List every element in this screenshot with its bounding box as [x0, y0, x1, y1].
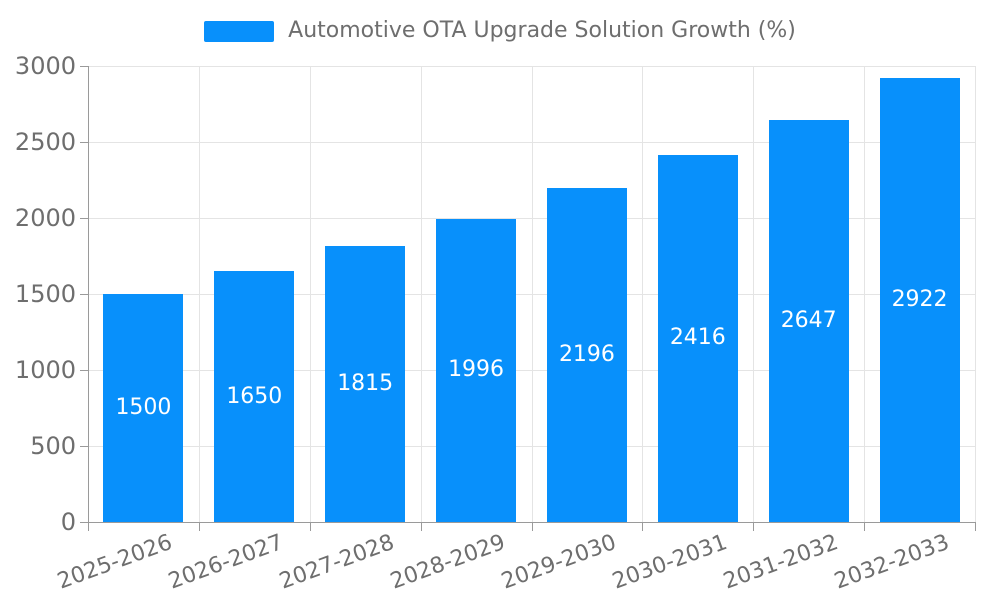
x-tick	[975, 522, 976, 531]
x-gridline	[642, 66, 644, 522]
bar[interactable]	[657, 154, 738, 522]
x-axis-line	[88, 522, 976, 523]
x-tick	[531, 522, 533, 531]
x-tick	[864, 522, 866, 531]
x-gridline	[753, 66, 755, 522]
y-tick	[80, 446, 88, 447]
y-tick-label: 0	[60, 508, 76, 536]
y-axis-line	[88, 66, 89, 522]
x-gridline	[975, 66, 976, 522]
x-tick	[88, 522, 89, 531]
y-tick	[80, 522, 88, 523]
x-tick	[198, 522, 200, 531]
x-gridline	[420, 66, 422, 522]
bar[interactable]	[879, 77, 960, 522]
bar[interactable]	[325, 246, 406, 522]
x-tick	[642, 522, 644, 531]
bar[interactable]	[768, 119, 849, 522]
legend-item[interactable]: Automotive OTA Upgrade Solution Growth (…	[0, 18, 1000, 44]
x-tick	[309, 522, 311, 531]
bar[interactable]	[103, 294, 184, 522]
y-tick	[80, 370, 88, 371]
x-gridline	[309, 66, 311, 522]
x-gridline	[531, 66, 533, 522]
y-tick	[80, 218, 88, 219]
bar[interactable]	[436, 218, 517, 522]
legend-swatch	[204, 20, 275, 42]
x-gridline	[198, 66, 200, 522]
y-tick-label: 1000	[14, 356, 76, 384]
legend-label: Automotive OTA Upgrade Solution Growth (…	[288, 18, 796, 43]
bar[interactable]	[546, 188, 627, 522]
y-tick-label: 1500	[14, 280, 76, 308]
y-tick-label: 3000	[14, 52, 76, 80]
x-gridline	[864, 66, 866, 522]
y-tick-label: 2000	[14, 204, 76, 232]
bar[interactable]	[214, 271, 295, 522]
x-tick	[420, 522, 422, 531]
y-tick-label: 500	[30, 432, 76, 460]
y-tick	[80, 142, 88, 143]
y-tick-label: 2500	[14, 128, 76, 156]
y-tick	[80, 66, 88, 67]
x-tick	[753, 522, 755, 531]
y-tick	[80, 294, 88, 295]
